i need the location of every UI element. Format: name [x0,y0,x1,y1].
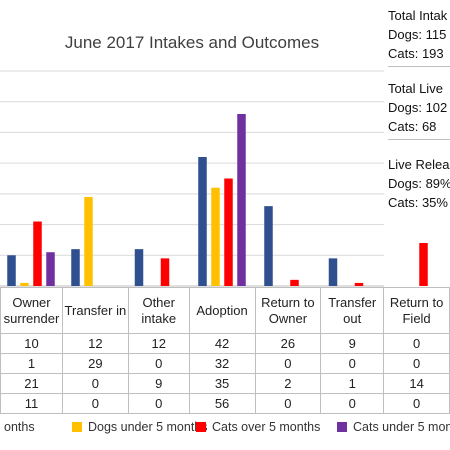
table-header-row: Owner surrender Transfer in Other intake Adop… [0,287,450,334]
legend: onths Dogs under 5 months Cats over 5 mo… [0,420,450,438]
table-cell: 0 [254,393,322,414]
column-header: Transfer in [61,287,129,334]
bar [20,282,29,286]
table-cell: 10 [0,333,63,354]
stats-dogs: Dogs: 102 [388,100,448,115]
bar [354,282,364,286]
table-cell: 0 [127,353,190,374]
stats-divider [388,66,450,67]
column-header-line: Transfer [328,294,377,310]
table-row: 11 0 0 56 0 0 0 [0,393,450,414]
bar [33,221,42,286]
stats-heading: Total Live [388,81,443,96]
table-cell: 26 [254,333,322,354]
stats-dogs: Dogs: 89% [388,176,450,191]
legend-swatch [337,422,347,432]
column-header: Transfer out [320,287,385,334]
stats-cats: Cats: 193 [388,46,444,61]
column-header-line: Field [402,310,431,326]
bar [134,249,144,286]
stats-total-intake: Total Intak Dogs: 115 Cats: 193 [388,6,447,63]
legend-swatch [196,422,206,432]
column-header: Other intake [127,287,190,334]
bar [71,249,80,286]
table-cell: 0 [383,393,450,414]
bar [290,279,299,286]
column-header-line: Other [142,294,175,310]
bar [264,206,273,286]
column-header-line: Return to [261,294,315,310]
bar [237,114,246,286]
table-cell: 2 [254,373,322,394]
table-cell: 9 [320,333,385,354]
table-cell: 0 [383,333,450,354]
table-cell: 12 [61,333,129,354]
column-header-line: intake [141,310,177,326]
table-cell: 12 [127,333,190,354]
column-header: Return to Owner [254,287,322,334]
legend-label: Dogs under 5 months [88,420,208,434]
table-cell: 0 [320,393,385,414]
legend-swatch [72,422,82,432]
column-header: Owner surrender [0,287,63,334]
table-cell: 0 [61,373,129,394]
table-row: 1 29 0 32 0 0 0 [0,353,450,374]
bar-chart [0,70,428,287]
bar [160,258,170,286]
stats-heading: Total Intak [388,8,448,23]
table-cell: 35 [188,373,256,394]
table-cell: 1 [0,353,63,374]
bar [7,255,16,286]
table-cell: 29 [61,353,129,374]
chart-title: June 2017 Intakes and Outcomes [64,33,320,52]
column-header: Return to Field [383,287,450,334]
stats-live-release: Live Relea Dogs: 89% Cats: 35% [388,155,450,212]
table-cell: 56 [188,393,256,414]
bar [224,178,233,286]
table-cell: 42 [188,333,256,354]
bar [419,243,428,286]
bar [211,187,220,286]
table-row: 21 0 9 35 2 1 14 [0,373,450,394]
bar [198,157,207,286]
column-header-line: Return to [389,294,444,310]
stats-divider [388,139,450,140]
stats-cats: Cats: 35% [388,195,448,210]
table-cell: 21 [0,373,63,394]
table-cell: 11 [0,393,63,414]
legend-item: Cats under 5 mont [337,420,450,434]
table-cell: 0 [61,393,129,414]
bar [84,196,93,286]
column-header-line: Owner [268,310,308,326]
data-table: Owner surrender Transfer in Other intake Adop… [0,287,450,414]
legend-item: Cats over 5 months [196,420,320,434]
legend-item: onths [0,420,35,434]
stats-dogs: Dogs: 115 [388,27,447,42]
legend-label: Cats over 5 months [212,420,321,434]
table-cell: 0 [127,393,190,414]
stats-heading: Live Relea [388,157,450,172]
stats-total-live: Total Live Dogs: 102 Cats: 68 [388,79,447,136]
stats-cats: Cats: 68 [388,119,437,134]
legend-label: Cats under 5 mont [353,420,450,434]
bar [46,252,55,286]
table-cell: 0 [383,353,450,374]
table-row: 10 12 12 42 26 9 0 [0,333,450,354]
legend-label: onths [4,420,35,434]
table-cell: 0 [320,353,385,374]
column-header: Adoption [188,287,256,334]
table-cell: 9 [127,373,190,394]
column-header-line: Transfer in [64,302,127,318]
table-cell: 14 [383,373,450,394]
bar [328,258,338,286]
column-header-line: surrender [3,310,60,326]
table-cell: 32 [188,353,256,374]
table-cell: 0 [254,353,322,374]
column-header-line: out [343,310,362,326]
table-cell: 1 [320,373,385,394]
column-header-line: Owner [12,294,51,310]
column-header-line: Adoption [196,302,248,318]
legend-item: Dogs under 5 months [72,420,208,434]
